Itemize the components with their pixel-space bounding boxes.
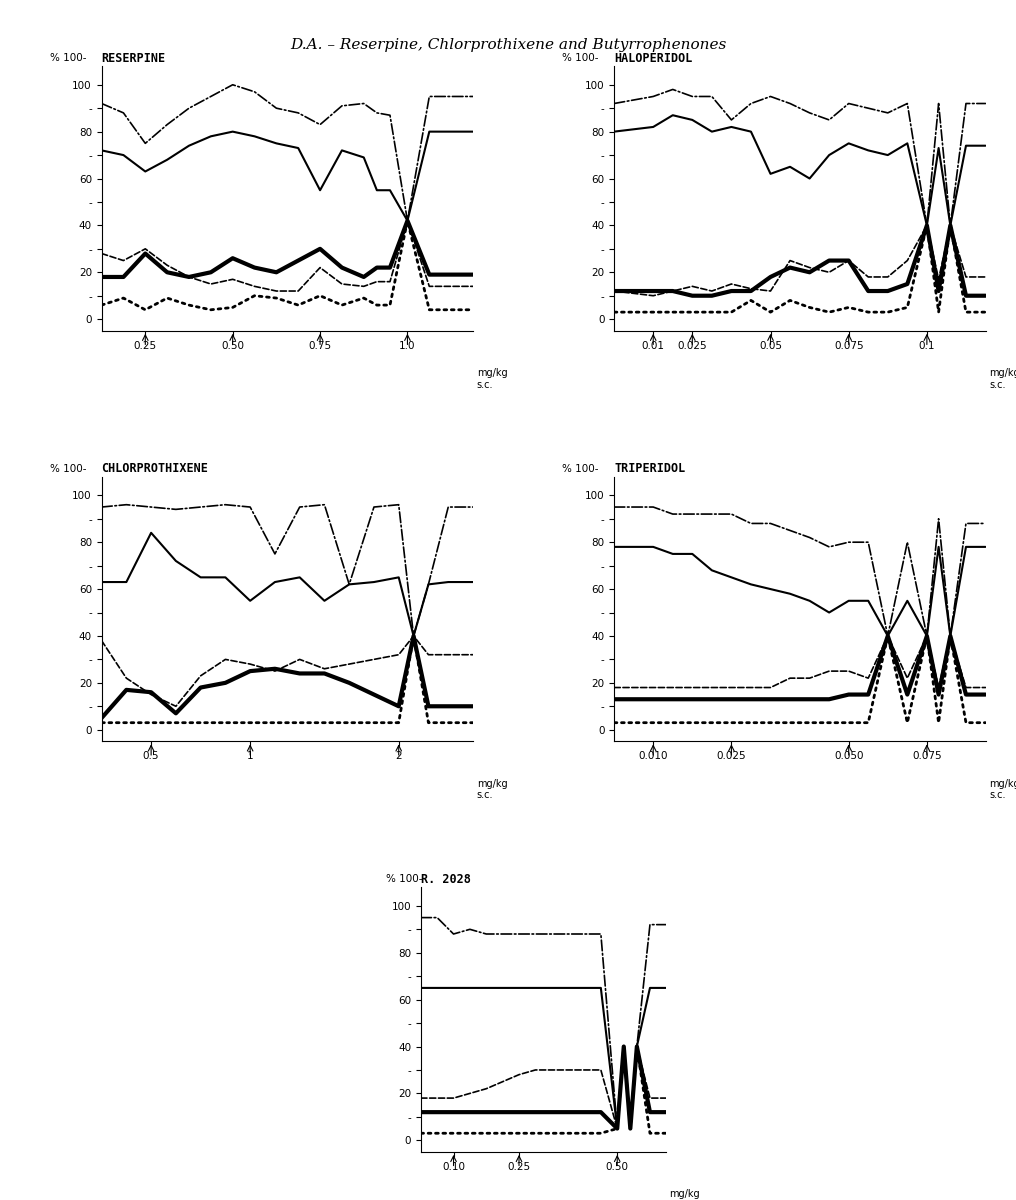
Text: % 100-: % 100-	[50, 53, 86, 64]
Text: HALOPERIDOL: HALOPERIDOL	[614, 52, 693, 65]
Text: R. 2028: R. 2028	[421, 872, 470, 886]
Text: mg/kg
s.c.: mg/kg s.c.	[669, 1189, 699, 1200]
Text: mg/kg
s.c.: mg/kg s.c.	[477, 368, 507, 390]
Text: CHLORPROTHIXENE: CHLORPROTHIXENE	[102, 462, 208, 475]
Text: % 100-: % 100-	[386, 875, 423, 884]
Text: % 100-: % 100-	[50, 464, 86, 474]
Text: % 100-: % 100-	[562, 464, 598, 474]
Text: mg/kg
s.c.: mg/kg s.c.	[990, 779, 1016, 800]
Text: D.A. – Reserpine, Chlorprothixene and Butyrrophenones: D.A. – Reserpine, Chlorprothixene and Bu…	[290, 38, 726, 53]
Text: % 100-: % 100-	[562, 53, 598, 64]
Text: mg/kg
s.c.: mg/kg s.c.	[990, 368, 1016, 390]
Text: RESERPINE: RESERPINE	[102, 52, 166, 65]
Text: TRIPERIDOL: TRIPERIDOL	[614, 462, 686, 475]
Text: mg/kg
s.c.: mg/kg s.c.	[477, 779, 507, 800]
